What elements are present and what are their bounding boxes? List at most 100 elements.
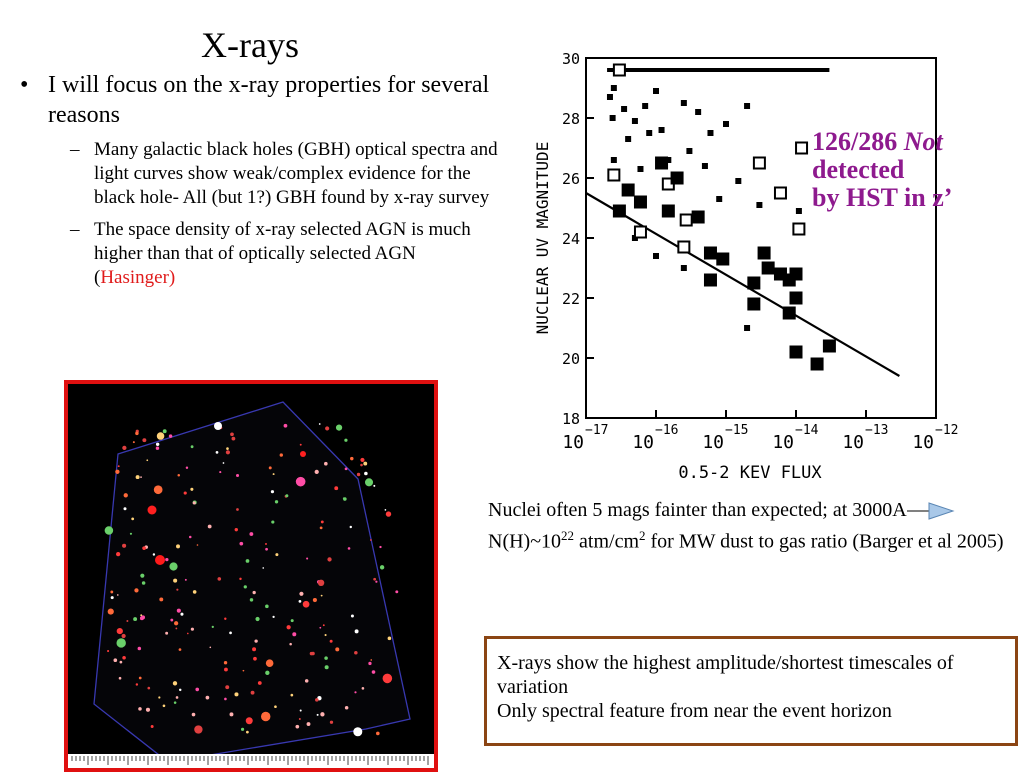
- hst-annotation: 126/286 Not detected by HST in z’: [812, 128, 952, 212]
- xray-source: [274, 705, 277, 709]
- xray-source: [159, 597, 164, 602]
- xray-source: [325, 426, 330, 431]
- xray-source: [152, 553, 156, 556]
- plot-x-tick-label: 10: [842, 432, 864, 453]
- xray-source: [385, 511, 392, 517]
- xray-source: [226, 447, 229, 450]
- xray-source: [129, 532, 133, 535]
- xray-source: [373, 484, 376, 487]
- xray-source: [119, 660, 123, 664]
- xray-source: [113, 658, 118, 663]
- xray-source: [295, 476, 306, 487]
- xray-source: [298, 600, 302, 603]
- xray-source: [387, 636, 392, 641]
- plot-x-tick-exponent: −14: [795, 423, 819, 438]
- xray-source: [224, 617, 227, 620]
- plot-point-open: [795, 141, 809, 155]
- xray-source: [165, 631, 169, 635]
- xray-source: [354, 650, 358, 655]
- xray-source: [215, 450, 219, 454]
- xray-source: [245, 559, 250, 563]
- xray-source: [285, 494, 289, 498]
- plot-point-open: [607, 168, 621, 182]
- xray-source: [107, 608, 114, 615]
- xray-source: [272, 615, 275, 619]
- xray-source: [121, 633, 126, 639]
- xray-source: [116, 638, 126, 648]
- xray-source: [319, 526, 323, 530]
- xray-source: [178, 688, 182, 692]
- bullet-main: • I will focus on the x-ray properties f…: [10, 70, 500, 130]
- xray-source: [147, 505, 157, 515]
- summary-line-1: X-rays show the highest amplitude/shorte…: [497, 652, 954, 698]
- xray-source: [222, 462, 225, 464]
- plot-x-tick-label: 10: [702, 432, 724, 453]
- xray-source: [311, 651, 315, 656]
- xray-source: [123, 507, 127, 511]
- plot-point-filled: [642, 103, 649, 109]
- plot-point-filled: [707, 130, 714, 136]
- plot-point-filled: [782, 306, 796, 320]
- xray-source: [140, 573, 145, 578]
- xray-source: [360, 457, 365, 463]
- xray-source: [107, 650, 110, 653]
- xray-field-outline: [93, 401, 411, 763]
- xray-source: [373, 577, 377, 581]
- xray-source: [344, 706, 349, 710]
- xray-source: [118, 676, 122, 680]
- plot-y-tick-label: 26: [562, 170, 580, 188]
- plot-point-filled: [723, 121, 729, 127]
- xray-source: [224, 667, 228, 672]
- xray-source: [240, 727, 245, 731]
- plot-point-filled: [789, 267, 803, 281]
- plot-point-filled: [716, 196, 723, 202]
- hasinger-reference: Hasinger): [100, 267, 176, 288]
- plot-point-filled: [701, 163, 708, 169]
- plot-y-tick-label: 22: [562, 290, 580, 308]
- xray-source: [295, 724, 300, 729]
- xray-source: [253, 656, 257, 661]
- xray-source: [356, 472, 361, 477]
- xray-source: [141, 581, 146, 585]
- xray-source: [180, 612, 184, 616]
- plot-x-tick-exponent: −15: [725, 423, 748, 438]
- xray-source: [150, 724, 154, 728]
- xray-source: [138, 676, 142, 680]
- plot-x-tick-label: 10: [632, 432, 654, 453]
- xray-source: [370, 659, 373, 661]
- plot-point-filled: [621, 106, 628, 112]
- plot-point-filled: [744, 103, 751, 109]
- xray-source: [347, 547, 351, 550]
- xray-source: [234, 527, 238, 532]
- xray-source: [234, 692, 239, 697]
- xray-source: [205, 695, 210, 700]
- xray-source: [306, 557, 309, 560]
- plot-point-open: [679, 213, 693, 227]
- plot-point-filled: [661, 204, 675, 218]
- xray-source: [255, 616, 260, 622]
- plot-point-filled: [655, 156, 669, 170]
- plot-point-open: [792, 222, 806, 236]
- xray-source: [116, 551, 121, 557]
- xray-source: [158, 696, 161, 699]
- plot-point-open: [773, 186, 787, 200]
- xray-source: [177, 474, 181, 477]
- nuclei-text-4: for MW dust to gas ratio (Barger et al 2…: [645, 530, 1004, 553]
- plot-point-filled: [789, 291, 803, 305]
- xray-source: [314, 469, 319, 475]
- xray-source: [382, 673, 393, 684]
- xray-source: [324, 461, 328, 466]
- xray-source: [225, 450, 230, 455]
- xray-source: [324, 633, 327, 637]
- plot-point-filled: [610, 157, 617, 163]
- xray-source: [190, 487, 194, 491]
- plot-point-filled: [665, 157, 672, 163]
- xray-source: [162, 429, 167, 434]
- xray-source: [236, 508, 239, 511]
- xray-source: [209, 646, 212, 649]
- plot-y-tick-label: 18: [562, 410, 580, 428]
- xray-source: [327, 557, 332, 562]
- xray-source: [246, 730, 249, 734]
- plot-x-tick-exponent: −17: [585, 423, 608, 438]
- plot-point-filled: [789, 345, 803, 359]
